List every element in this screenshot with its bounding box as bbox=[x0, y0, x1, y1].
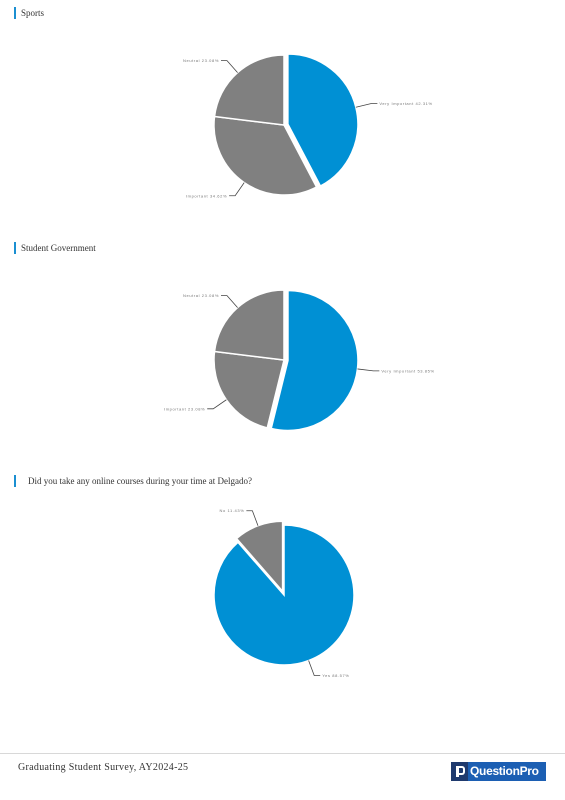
pie-slice-label: Important 34.62% bbox=[186, 193, 227, 198]
pie-slice bbox=[213, 54, 285, 126]
pie-leader-line bbox=[229, 182, 245, 197]
section-title-sports: Sports bbox=[14, 7, 44, 19]
pie-slice-label: Very Important 53.85% bbox=[381, 368, 434, 373]
pie-slice-label: Very Important 42.31% bbox=[379, 101, 432, 106]
pie-leader-line bbox=[355, 103, 378, 108]
pie-slice-label: No 11.43% bbox=[219, 508, 244, 513]
questionpro-logo-text: QuestionPro bbox=[468, 762, 546, 781]
questionpro-logo-icon bbox=[451, 762, 468, 781]
pie-chart-online-courses: Yes 88.57% No 11.43% bbox=[213, 508, 355, 678]
footer-divider bbox=[0, 753, 565, 754]
pie-leader-line bbox=[207, 399, 227, 410]
pie-leader-line bbox=[308, 660, 321, 676]
pie-leader-line bbox=[357, 368, 380, 372]
pie-slice bbox=[213, 350, 285, 429]
pie-leader-line bbox=[220, 60, 238, 73]
pie-slice-label: Neutral 23.08% bbox=[183, 58, 219, 63]
pie-chart-sports: Very Important 42.31% Important 34.62% Neu… bbox=[183, 53, 432, 198]
pie-leader-line bbox=[220, 295, 238, 308]
pie-chart-student-government: Very Important 53.85% Important 23.08% Neu… bbox=[164, 289, 434, 432]
questionpro-logo: QuestionPro bbox=[451, 762, 546, 781]
pie-slice-label: Neutral 23.08% bbox=[183, 293, 219, 298]
pie-slice bbox=[213, 524, 355, 666]
pie-slice-label: Yes 88.57% bbox=[322, 673, 349, 678]
pie-slice bbox=[270, 289, 359, 432]
pie-slice bbox=[235, 520, 284, 594]
pie-slice bbox=[287, 53, 359, 188]
section-title-student-government: Student Government bbox=[14, 242, 96, 254]
pie-slice bbox=[213, 289, 285, 361]
pie-leader-line bbox=[246, 510, 259, 526]
footer-survey-name: Graduating Student Survey, AY2024-25 bbox=[18, 762, 189, 773]
section-title-online-courses: Did you take any online courses during y… bbox=[14, 475, 252, 487]
pie-slice-label: Important 23.08% bbox=[164, 406, 205, 411]
